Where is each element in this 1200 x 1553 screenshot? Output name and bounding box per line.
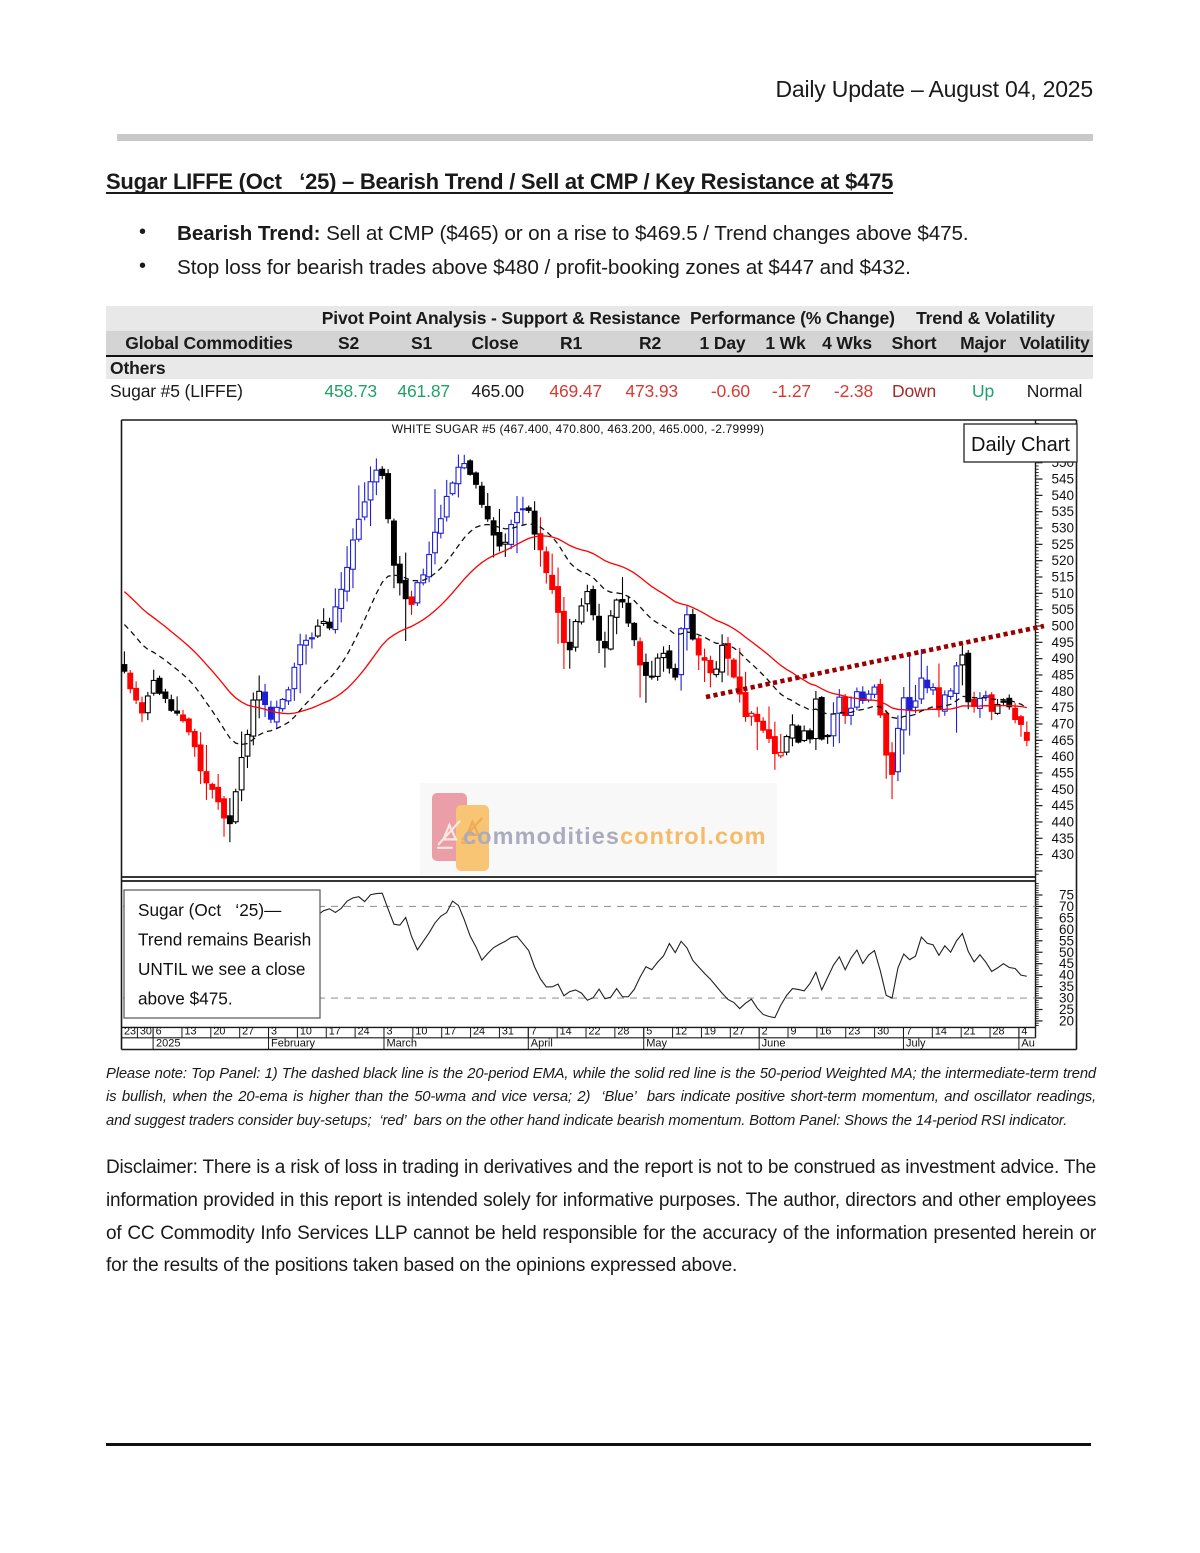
svg-text:525: 525 [1051,537,1074,552]
svg-text:10: 10 [415,1026,427,1038]
svg-text:470: 470 [1051,716,1074,731]
svg-text:23: 23 [124,1026,136,1038]
svg-text:40: 40 [1059,968,1074,983]
svg-text:500: 500 [1051,619,1074,634]
svg-text:460: 460 [1051,749,1074,764]
svg-text:22: 22 [589,1026,601,1038]
svg-text:24: 24 [358,1026,370,1038]
svg-text:30: 30 [140,1026,152,1038]
svg-text:2025: 2025 [156,1038,180,1050]
svg-text:20: 20 [213,1026,225,1038]
svg-text:445: 445 [1051,798,1074,813]
svg-text:485: 485 [1051,667,1074,682]
svg-text:30: 30 [877,1026,889,1038]
svg-text:19: 19 [704,1026,716,1038]
svg-text:505: 505 [1051,602,1074,617]
svg-text:480: 480 [1051,684,1074,699]
svg-text:March: March [386,1038,417,1050]
svg-text:WHITE SUGAR #5 (467.400, 470.8: WHITE SUGAR #5 (467.400, 470.800, 463.20… [392,422,764,436]
svg-text:July: July [906,1038,926,1050]
svg-text:May: May [646,1038,667,1050]
svg-text:545: 545 [1051,472,1074,487]
svg-text:28: 28 [617,1026,629,1038]
svg-text:530: 530 [1051,521,1074,536]
svg-text:10: 10 [300,1026,312,1038]
svg-text:13: 13 [184,1026,196,1038]
svg-text:14: 14 [935,1026,947,1038]
svg-text:2: 2 [762,1026,768,1038]
svg-text:510: 510 [1051,586,1074,601]
svg-text:520: 520 [1051,553,1074,568]
svg-text:35: 35 [1059,979,1074,994]
svg-text:16: 16 [819,1026,831,1038]
svg-text:June: June [762,1038,786,1050]
svg-text:455: 455 [1051,765,1074,780]
svg-text:55: 55 [1059,933,1074,948]
svg-text:30: 30 [1059,991,1074,1006]
svg-text:45: 45 [1059,956,1074,971]
svg-text:February: February [271,1038,316,1050]
svg-text:commoditiescontrol.com: commoditiescontrol.com [463,823,767,849]
svg-text:28: 28 [993,1026,1005,1038]
svg-text:65: 65 [1059,910,1074,925]
svg-text:31: 31 [502,1026,514,1038]
svg-text:25: 25 [1059,1002,1074,1017]
svg-text:475: 475 [1051,700,1074,715]
svg-text:21: 21 [964,1026,976,1038]
svg-text:535: 535 [1051,504,1074,519]
svg-text:27: 27 [733,1026,745,1038]
svg-text:24: 24 [473,1026,485,1038]
svg-text:7: 7 [906,1026,912,1038]
svg-text:5: 5 [646,1026,652,1038]
svg-text:Sugar (Oct ‘25)—: Sugar (Oct ‘25)— [138,900,282,920]
svg-text:450: 450 [1051,782,1074,797]
svg-text:435: 435 [1051,831,1074,846]
svg-text:3: 3 [386,1026,392,1038]
svg-text:UNTIL we see a close: UNTIL we see a close [138,959,306,979]
svg-text:12: 12 [675,1026,687,1038]
svg-text:60: 60 [1059,922,1074,937]
svg-text:70: 70 [1059,899,1074,914]
svg-text:430: 430 [1051,847,1074,862]
svg-text:490: 490 [1051,651,1074,666]
svg-text:515: 515 [1051,570,1074,585]
svg-text:April: April [531,1038,553,1050]
svg-text:17: 17 [444,1026,456,1038]
svg-text:above $475.: above $475. [138,989,233,1009]
svg-text:Au: Au [1021,1038,1034,1050]
svg-text:3: 3 [271,1026,277,1038]
svg-text:23: 23 [848,1026,860,1038]
svg-text:20: 20 [1059,1013,1074,1028]
svg-text:Daily Chart: Daily Chart [971,434,1070,456]
svg-text:9: 9 [791,1026,797,1038]
svg-text:17: 17 [329,1026,341,1038]
svg-text:7: 7 [531,1026,537,1038]
svg-text:75: 75 [1059,888,1074,903]
svg-text:4: 4 [1021,1026,1027,1038]
svg-text:440: 440 [1051,814,1074,829]
svg-text:495: 495 [1051,635,1074,650]
svg-text:Trend remains Bearish: Trend remains Bearish [138,930,311,950]
svg-text:27: 27 [242,1026,254,1038]
svg-text:50: 50 [1059,945,1074,960]
svg-text:540: 540 [1051,488,1074,503]
svg-text:14: 14 [560,1026,572,1038]
svg-text:465: 465 [1051,733,1074,748]
svg-text:6: 6 [156,1026,162,1038]
